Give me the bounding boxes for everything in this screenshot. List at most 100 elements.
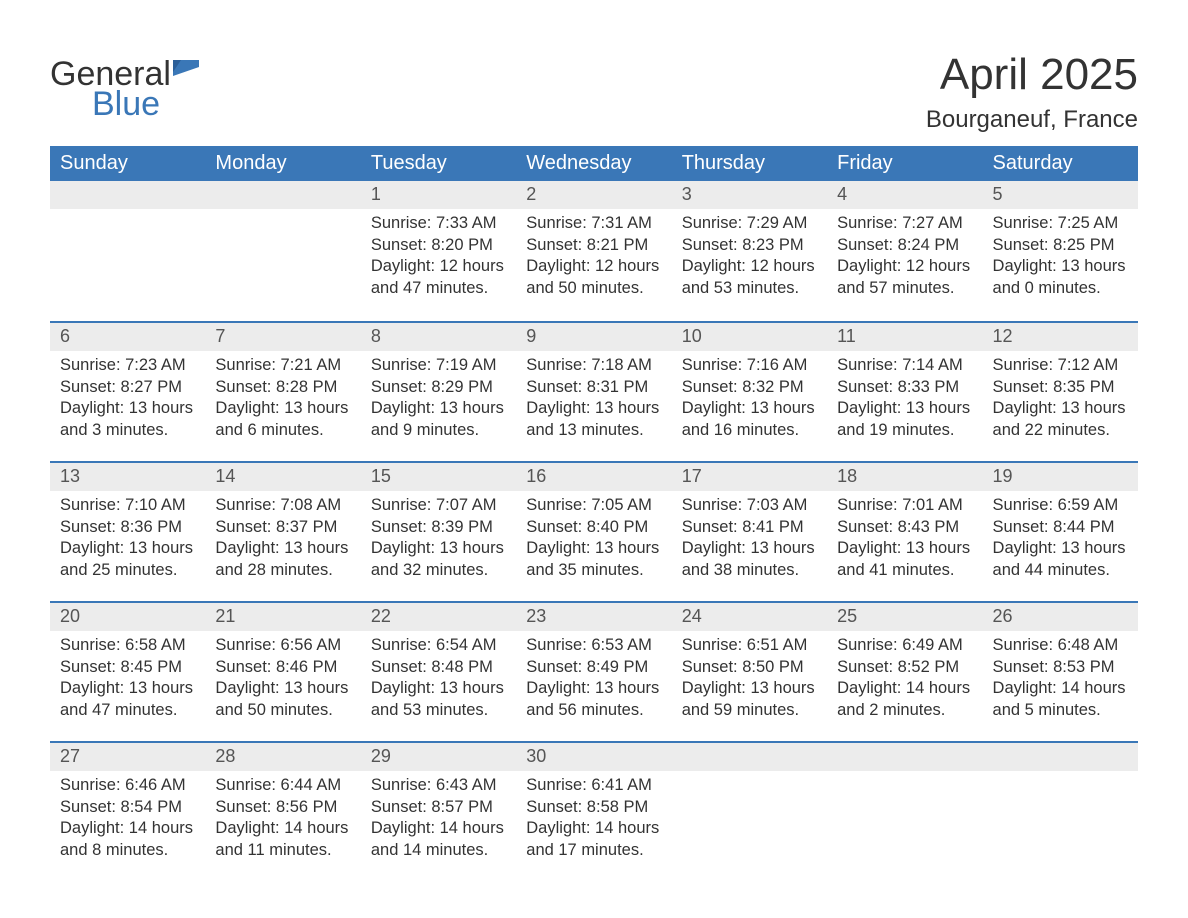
sunset-line: Sunset: 8:23 PM xyxy=(682,235,817,257)
day-cell: 17Sunrise: 7:03 AMSunset: 8:41 PMDayligh… xyxy=(672,463,827,601)
sunset-line: Sunset: 8:48 PM xyxy=(371,657,506,679)
day-number: 12 xyxy=(983,323,1138,351)
sunset-line: Sunset: 8:20 PM xyxy=(371,235,506,257)
sunrise-line: Sunrise: 6:51 AM xyxy=(682,635,817,657)
sunset-line: Sunset: 8:27 PM xyxy=(60,377,195,399)
day-content: Sunrise: 6:51 AMSunset: 8:50 PMDaylight:… xyxy=(672,631,827,722)
day-content xyxy=(50,209,205,213)
dow-wednesday: Wednesday xyxy=(516,146,671,181)
dow-monday: Monday xyxy=(205,146,360,181)
sunset-line: Sunset: 8:53 PM xyxy=(993,657,1128,679)
title-block: April 2025 Bourganeuf, France xyxy=(926,50,1138,134)
day-cell xyxy=(672,743,827,881)
daylight-line: Daylight: 14 hours and 8 minutes. xyxy=(60,818,195,862)
day-cell: 5Sunrise: 7:25 AMSunset: 8:25 PMDaylight… xyxy=(983,181,1138,321)
sunset-line: Sunset: 8:46 PM xyxy=(215,657,350,679)
day-number: 27 xyxy=(50,743,205,771)
sunset-line: Sunset: 8:29 PM xyxy=(371,377,506,399)
day-number: 18 xyxy=(827,463,982,491)
day-number: 29 xyxy=(361,743,516,771)
daylight-line: Daylight: 13 hours and 9 minutes. xyxy=(371,398,506,442)
day-cell: 30Sunrise: 6:41 AMSunset: 8:58 PMDayligh… xyxy=(516,743,671,881)
day-cell: 24Sunrise: 6:51 AMSunset: 8:50 PMDayligh… xyxy=(672,603,827,741)
sunrise-line: Sunrise: 6:44 AM xyxy=(215,775,350,797)
day-number: 13 xyxy=(50,463,205,491)
sunrise-line: Sunrise: 6:58 AM xyxy=(60,635,195,657)
sunrise-line: Sunrise: 7:27 AM xyxy=(837,213,972,235)
daylight-line: Daylight: 13 hours and 56 minutes. xyxy=(526,678,661,722)
day-cell: 20Sunrise: 6:58 AMSunset: 8:45 PMDayligh… xyxy=(50,603,205,741)
sunrise-line: Sunrise: 7:03 AM xyxy=(682,495,817,517)
sunset-line: Sunset: 8:44 PM xyxy=(993,517,1128,539)
sunrise-line: Sunrise: 7:01 AM xyxy=(837,495,972,517)
sunset-line: Sunset: 8:32 PM xyxy=(682,377,817,399)
daylight-line: Daylight: 13 hours and 53 minutes. xyxy=(371,678,506,722)
day-number: 4 xyxy=(827,181,982,209)
sunset-line: Sunset: 8:56 PM xyxy=(215,797,350,819)
daylight-line: Daylight: 13 hours and 13 minutes. xyxy=(526,398,661,442)
sunrise-line: Sunrise: 6:54 AM xyxy=(371,635,506,657)
day-number: 10 xyxy=(672,323,827,351)
week-row: 20Sunrise: 6:58 AMSunset: 8:45 PMDayligh… xyxy=(50,601,1138,741)
sunrise-line: Sunrise: 6:49 AM xyxy=(837,635,972,657)
daylight-line: Daylight: 13 hours and 6 minutes. xyxy=(215,398,350,442)
day-content xyxy=(983,771,1138,775)
location: Bourganeuf, France xyxy=(926,106,1138,134)
day-number: 3 xyxy=(672,181,827,209)
sunset-line: Sunset: 8:41 PM xyxy=(682,517,817,539)
sunrise-line: Sunrise: 7:19 AM xyxy=(371,355,506,377)
daylight-line: Daylight: 13 hours and 47 minutes. xyxy=(60,678,195,722)
dow-sunday: Sunday xyxy=(50,146,205,181)
dow-friday: Friday xyxy=(827,146,982,181)
day-cell: 9Sunrise: 7:18 AMSunset: 8:31 PMDaylight… xyxy=(516,323,671,461)
day-content: Sunrise: 6:54 AMSunset: 8:48 PMDaylight:… xyxy=(361,631,516,722)
day-content: Sunrise: 7:33 AMSunset: 8:20 PMDaylight:… xyxy=(361,209,516,300)
day-content: Sunrise: 6:53 AMSunset: 8:49 PMDaylight:… xyxy=(516,631,671,722)
sunset-line: Sunset: 8:31 PM xyxy=(526,377,661,399)
day-content: Sunrise: 6:43 AMSunset: 8:57 PMDaylight:… xyxy=(361,771,516,862)
daylight-line: Daylight: 12 hours and 57 minutes. xyxy=(837,256,972,300)
day-cell: 21Sunrise: 6:56 AMSunset: 8:46 PMDayligh… xyxy=(205,603,360,741)
sunrise-line: Sunrise: 7:05 AM xyxy=(526,495,661,517)
daylight-line: Daylight: 13 hours and 25 minutes. xyxy=(60,538,195,582)
day-content: Sunrise: 7:19 AMSunset: 8:29 PMDaylight:… xyxy=(361,351,516,442)
dow-tuesday: Tuesday xyxy=(361,146,516,181)
day-cell: 10Sunrise: 7:16 AMSunset: 8:32 PMDayligh… xyxy=(672,323,827,461)
day-content: Sunrise: 7:03 AMSunset: 8:41 PMDaylight:… xyxy=(672,491,827,582)
month-title: April 2025 xyxy=(926,50,1138,100)
daylight-line: Daylight: 13 hours and 19 minutes. xyxy=(837,398,972,442)
sunset-line: Sunset: 8:43 PM xyxy=(837,517,972,539)
sunrise-line: Sunrise: 7:10 AM xyxy=(60,495,195,517)
day-content: Sunrise: 6:59 AMSunset: 8:44 PMDaylight:… xyxy=(983,491,1138,582)
day-number: 25 xyxy=(827,603,982,631)
sunset-line: Sunset: 8:52 PM xyxy=(837,657,972,679)
sunset-line: Sunset: 8:54 PM xyxy=(60,797,195,819)
logo-text-block: General Blue xyxy=(50,60,207,120)
sunrise-line: Sunrise: 7:12 AM xyxy=(993,355,1128,377)
calendar: Sunday Monday Tuesday Wednesday Thursday… xyxy=(50,146,1138,881)
sunrise-line: Sunrise: 6:41 AM xyxy=(526,775,661,797)
day-content: Sunrise: 7:31 AMSunset: 8:21 PMDaylight:… xyxy=(516,209,671,300)
sunrise-line: Sunrise: 6:53 AM xyxy=(526,635,661,657)
dow-thursday: Thursday xyxy=(672,146,827,181)
day-content xyxy=(827,771,982,775)
day-content: Sunrise: 7:18 AMSunset: 8:31 PMDaylight:… xyxy=(516,351,671,442)
day-number: 22 xyxy=(361,603,516,631)
logo: General Blue xyxy=(50,50,207,120)
daylight-line: Daylight: 13 hours and 41 minutes. xyxy=(837,538,972,582)
day-number: 16 xyxy=(516,463,671,491)
day-content: Sunrise: 7:29 AMSunset: 8:23 PMDaylight:… xyxy=(672,209,827,300)
day-number xyxy=(50,181,205,209)
sunset-line: Sunset: 8:37 PM xyxy=(215,517,350,539)
daylight-line: Daylight: 12 hours and 47 minutes. xyxy=(371,256,506,300)
day-content: Sunrise: 6:46 AMSunset: 8:54 PMDaylight:… xyxy=(50,771,205,862)
day-number: 14 xyxy=(205,463,360,491)
sunset-line: Sunset: 8:35 PM xyxy=(993,377,1128,399)
day-of-week-header: Sunday Monday Tuesday Wednesday Thursday… xyxy=(50,146,1138,181)
day-content: Sunrise: 7:01 AMSunset: 8:43 PMDaylight:… xyxy=(827,491,982,582)
daylight-line: Daylight: 13 hours and 32 minutes. xyxy=(371,538,506,582)
daylight-line: Daylight: 13 hours and 3 minutes. xyxy=(60,398,195,442)
day-cell: 22Sunrise: 6:54 AMSunset: 8:48 PMDayligh… xyxy=(361,603,516,741)
day-cell: 26Sunrise: 6:48 AMSunset: 8:53 PMDayligh… xyxy=(983,603,1138,741)
day-number xyxy=(827,743,982,771)
